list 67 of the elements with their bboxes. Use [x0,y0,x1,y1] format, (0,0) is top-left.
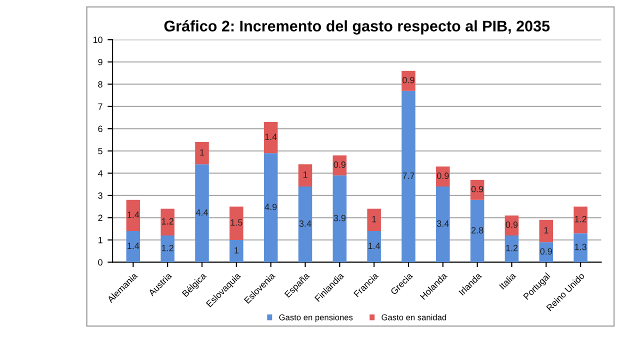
y-tick-label: 4 [98,170,103,176]
data-label: 0.9 [506,222,518,228]
data-label: 1.5 [230,219,242,226]
y-tick-label: 0 [98,259,102,266]
data-label: 4.4 [196,209,208,216]
data-label: 1.2 [506,244,518,252]
bar [332,175,347,262]
data-label: 1.2 [162,218,174,224]
data-label: 1.4 [128,212,140,218]
bar [126,200,140,232]
legend-label: Gasto en sanidad [382,314,446,320]
bar [126,231,140,262]
bar [367,231,381,262]
bar [195,164,209,262]
data-label: 2.8 [471,227,484,234]
data-label: 4.9 [264,204,277,210]
data-label: 3.9 [334,214,346,222]
data-label: 1 [303,172,308,178]
data-label: 1.2 [574,216,586,222]
bar [470,180,484,200]
data-label: 1.4 [265,134,277,140]
bar [264,122,278,154]
bar [574,206,588,234]
chart-title: Gráfico 2: Incremento del gasto respecto al PIB, 2035 [164,20,550,35]
bar [574,233,588,262]
data-label: 0.9 [540,248,552,255]
bar [436,166,450,187]
y-tick-label: 9 [98,58,102,66]
data-label: 0.9 [402,76,414,84]
y-tick-label: 2 [98,214,102,221]
data-label: 1.2 [162,244,174,252]
data-label: 7.7 [402,172,414,179]
data-label: 0.9 [471,186,484,192]
y-tick-label: 6 [98,126,102,132]
bar [470,200,484,262]
bar [195,142,209,164]
y-tick-label: 1 [98,237,102,244]
y-tick-label: 10 [93,36,102,44]
bar [230,240,244,262]
y-tick-label: 5 [98,148,102,154]
bar [298,186,312,262]
bar [264,153,278,262]
bar [402,90,416,262]
data-label: 1 [372,216,376,222]
bar [504,235,519,262]
data-label: 1.4 [128,242,140,249]
data-label: 0.9 [334,161,346,168]
y-tick-label: 3 [98,192,102,199]
data-label: 1 [200,149,204,156]
data-label: 0.9 [436,172,449,179]
y-tick-label: 7 [98,103,102,110]
data-label: 1 [234,247,238,254]
data-label: 1 [544,227,548,234]
bar [367,208,381,232]
bar [402,70,416,91]
data-label: 1.4 [368,242,380,249]
bar [160,208,174,236]
y-tick-label: 8 [98,81,102,88]
data-label: 3.4 [299,220,312,227]
legend-label: Gasto en pensiones [279,314,353,322]
bar [230,206,244,240]
data-label: 1.3 [574,244,586,250]
bar [160,235,174,262]
bar [436,186,450,262]
data-label: 3.4 [436,220,449,227]
bar [298,164,312,187]
bar [539,220,554,242]
